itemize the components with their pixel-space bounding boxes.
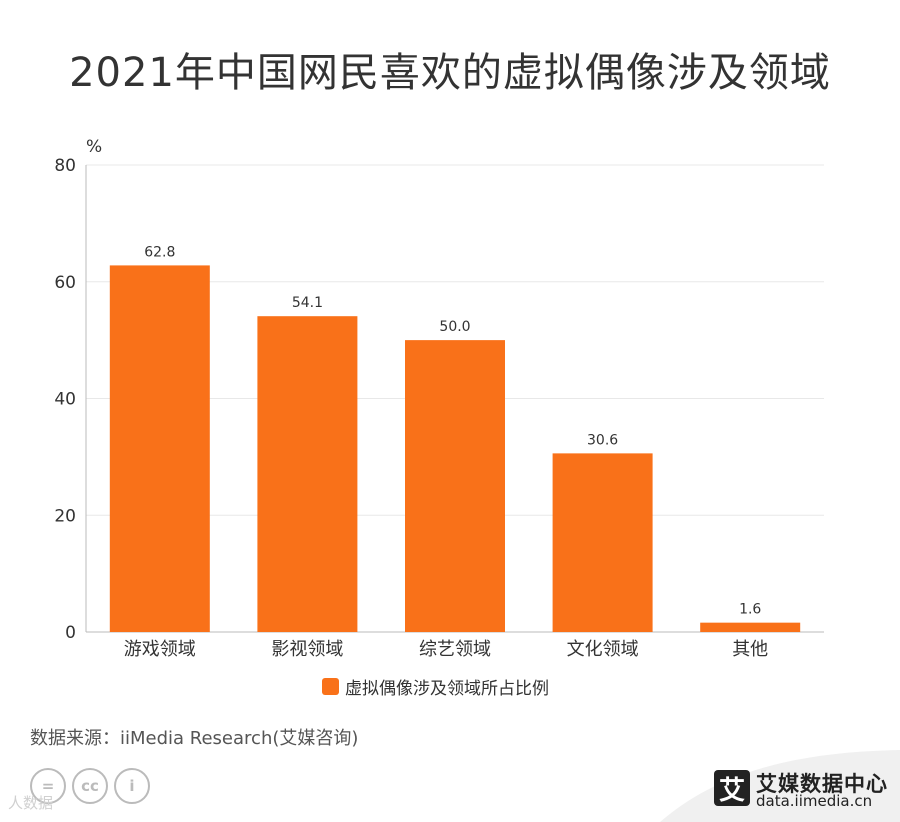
iimedia-logo-icon: 艾: [714, 770, 750, 806]
data-label: 1.6: [739, 602, 761, 618]
y-tick-label: 80: [54, 156, 76, 176]
data-label: 54.1: [292, 295, 323, 311]
data-label: 30.6: [587, 432, 618, 448]
legend: 虚拟偶像涉及领域所占比例: [322, 675, 549, 699]
data-label: 50.0: [439, 319, 470, 335]
bar: [109, 265, 210, 632]
data-label: 62.8: [144, 244, 175, 260]
legend-swatch: [322, 677, 339, 695]
logo-name: 艾媒数据中心: [756, 772, 888, 796]
bar: [257, 316, 358, 632]
logo-site: data.iimedia.cn: [756, 792, 873, 810]
y-tick-label: 0: [65, 623, 76, 643]
bar: [700, 622, 801, 632]
data-source: 数据来源：iiMedia Research(艾媒咨询): [30, 728, 359, 749]
x-tick-label: 文化领域: [567, 639, 639, 660]
chart-title: 2021年中国网民喜欢的虚拟偶像涉及领域: [69, 50, 831, 96]
attribution-icon: i: [114, 768, 150, 804]
bar: [405, 340, 505, 632]
legend-label: 虚拟偶像涉及领域所占比例: [345, 678, 549, 699]
creative-commons-icon: cc: [72, 768, 108, 804]
y-tick-label: 40: [54, 390, 76, 410]
y-tick-label: 20: [54, 506, 76, 526]
watermark: 人数据: [8, 794, 54, 812]
y-axis-unit: %: [86, 137, 103, 157]
x-tick-label: 综艺领域: [419, 639, 491, 660]
y-tick-label: 60: [54, 273, 76, 293]
license-icons: = cc i: [30, 768, 150, 804]
no-derivatives-icon: =: [30, 768, 66, 804]
x-tick-label: 其他: [732, 639, 768, 660]
bar: [552, 453, 653, 632]
x-tick-label: 游戏领域: [124, 639, 196, 660]
x-tick-label: 影视领域: [271, 639, 343, 660]
